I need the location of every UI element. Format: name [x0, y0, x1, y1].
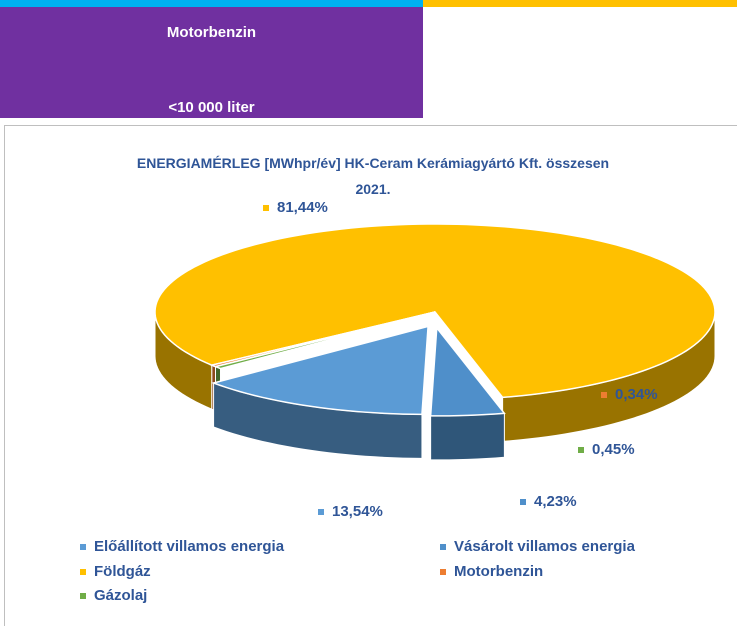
- slice: [154, 223, 716, 399]
- data-label: 4,23%: [534, 493, 577, 510]
- legend-label: Előállított villamos energia: [94, 538, 285, 555]
- chart-frame: [4, 125, 737, 626]
- slice: [429, 325, 506, 417]
- legend-marker: [80, 544, 86, 550]
- legend-marker: [440, 544, 446, 550]
- chart-title: ENERGIAMÉRLEG [MWhpr/év] HK-Ceram Kerámi…: [136, 155, 610, 197]
- label-marker: [520, 499, 526, 505]
- legend-marker: [80, 569, 86, 575]
- label-marker: [578, 447, 584, 453]
- label-marker: [601, 392, 607, 398]
- slice: [213, 311, 436, 370]
- legend-marker: [80, 593, 86, 599]
- data-label: 13,54%: [332, 503, 383, 520]
- legend-label: Gázolaj: [94, 587, 147, 604]
- legend-marker: [440, 569, 446, 575]
- blue-bar: [0, 0, 423, 7]
- data-label: 0,45%: [592, 441, 635, 458]
- data-label: 0,34%: [615, 386, 658, 403]
- data-label: 81,44%: [277, 199, 328, 216]
- header-box: [0, 7, 423, 118]
- legend-label: Vásárolt villamos energia: [454, 538, 636, 555]
- slice: [211, 325, 429, 416]
- legend-label: Földgáz: [94, 563, 151, 580]
- header-title: Motorbenzin: [166, 24, 257, 41]
- legend-label: Motorbenzin: [454, 563, 543, 580]
- yellow-bar: [423, 0, 737, 7]
- header-subtitle: <10 000 liter: [168, 99, 255, 116]
- label-marker: [263, 205, 269, 211]
- label-marker: [318, 509, 324, 515]
- slice-side: [430, 412, 505, 461]
